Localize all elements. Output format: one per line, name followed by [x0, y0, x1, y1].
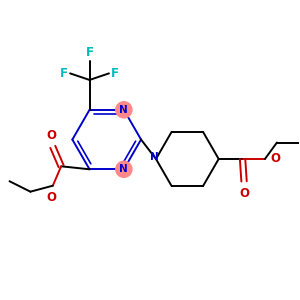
Text: F: F [111, 67, 119, 80]
Text: F: F [60, 67, 68, 80]
Text: F: F [85, 46, 94, 59]
Circle shape [116, 161, 132, 177]
Text: O: O [46, 191, 56, 204]
Text: O: O [46, 128, 56, 142]
Text: N: N [150, 152, 159, 163]
Circle shape [116, 102, 132, 118]
Text: O: O [270, 152, 280, 166]
Text: N: N [119, 164, 128, 174]
Text: O: O [239, 187, 249, 200]
Text: N: N [119, 105, 128, 115]
